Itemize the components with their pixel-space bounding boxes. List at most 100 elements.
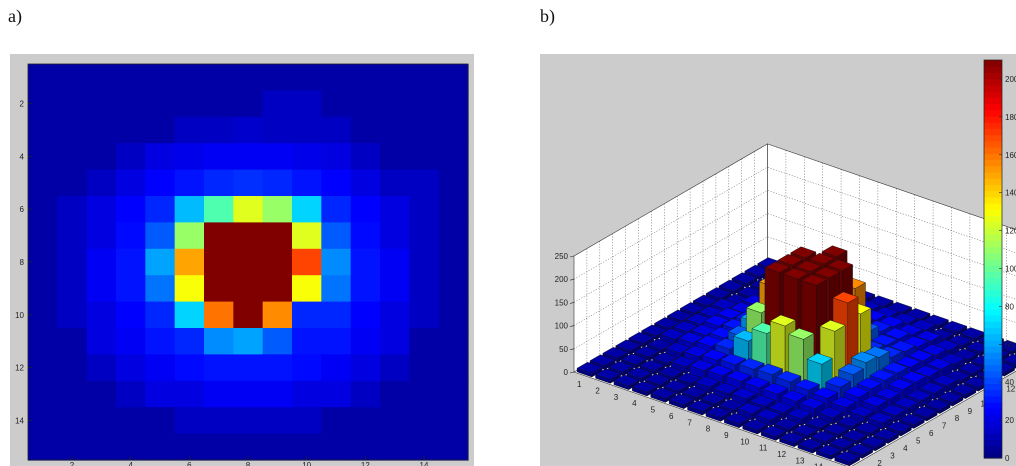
colorbar-segment bbox=[984, 327, 1002, 335]
colorbar-segment bbox=[984, 184, 1002, 192]
heatmap-x-tick-label: 12 bbox=[361, 461, 370, 466]
colorbar-segment bbox=[984, 271, 1002, 279]
heatmap-cell bbox=[262, 328, 293, 355]
heatmap-cell bbox=[28, 301, 58, 329]
colorbar-segment bbox=[984, 72, 1002, 80]
colorbar-segment bbox=[984, 451, 1002, 459]
colorbar-segment bbox=[984, 165, 1002, 173]
colorbar-segment bbox=[984, 358, 1002, 366]
heatmap-cell bbox=[57, 90, 88, 118]
heatmap-cell bbox=[28, 380, 58, 408]
colorbar-segment bbox=[984, 333, 1002, 341]
heatmap-cell bbox=[380, 433, 410, 461]
bar3d-x-tick-label: 13 bbox=[796, 456, 805, 465]
heatmap-cell bbox=[86, 275, 117, 303]
heatmap-cell bbox=[438, 328, 469, 355]
heatmap-cell bbox=[233, 90, 264, 118]
bar3d-z-tick-label: 150 bbox=[555, 298, 569, 307]
bar3d-x-tick-label: 1 bbox=[577, 380, 582, 389]
colorbar-tick-label: 160 bbox=[1005, 151, 1016, 160]
heatmap-cell bbox=[321, 222, 352, 250]
heatmap-cell bbox=[116, 380, 146, 408]
heatmap-cell bbox=[438, 169, 469, 197]
heatmap-cell bbox=[145, 169, 176, 197]
bar3d-bar bbox=[861, 395, 888, 417]
bar3d-bar bbox=[687, 400, 714, 416]
heatmap-cell bbox=[350, 354, 381, 382]
heatmap-cell bbox=[57, 222, 88, 250]
colorbar-segment bbox=[984, 171, 1002, 179]
colorbar-segment bbox=[984, 252, 1002, 260]
bar3d-bar bbox=[755, 408, 782, 427]
heatmap-cell bbox=[292, 196, 322, 223]
heatmap-cell bbox=[438, 433, 469, 461]
colorbar-segment bbox=[984, 296, 1002, 304]
colorbar-segment bbox=[984, 395, 1002, 403]
heatmap-cell bbox=[350, 328, 381, 355]
heatmap-cell bbox=[350, 380, 381, 408]
bar3d-x-tick-label: 3 bbox=[614, 393, 619, 402]
heatmap-cell bbox=[438, 301, 469, 329]
heatmap-cell bbox=[233, 407, 264, 435]
heatmap-cell bbox=[409, 90, 440, 118]
heatmap-cell bbox=[233, 380, 264, 408]
heatmap-cell bbox=[438, 248, 469, 276]
bar3d-y-tick-label: 3 bbox=[890, 452, 895, 461]
heatmap-cell bbox=[28, 64, 58, 91]
colorbar-segment bbox=[984, 196, 1002, 204]
bar3d-bar bbox=[705, 406, 732, 422]
heatmap-cell bbox=[380, 380, 410, 408]
heatmap-y-tick-label: 8 bbox=[20, 258, 25, 267]
heatmap-cell bbox=[321, 380, 352, 408]
heatmap-cell bbox=[57, 143, 88, 171]
heatmap-cell bbox=[409, 275, 440, 303]
heatmap-cell bbox=[380, 301, 410, 329]
bar3d-x-tick-label: 7 bbox=[687, 418, 692, 427]
heatmap-cell bbox=[409, 196, 440, 223]
heatmap-cell bbox=[350, 222, 381, 250]
heatmap-cell bbox=[116, 169, 146, 197]
colorbar-segment bbox=[984, 246, 1002, 254]
heatmap-cell bbox=[204, 222, 234, 250]
heatmap-cell bbox=[86, 64, 117, 91]
bar3d-z-tick bbox=[569, 371, 575, 374]
heatmap-cell bbox=[233, 169, 264, 197]
heatmap-cell bbox=[57, 354, 88, 382]
bar3d-y-tick-label: 8 bbox=[955, 414, 960, 423]
colorbar-segment bbox=[984, 159, 1002, 167]
heatmap-cell bbox=[145, 64, 176, 91]
heatmap-cell bbox=[409, 301, 440, 329]
heatmap-cell bbox=[262, 301, 293, 329]
bar3d-y-tick-label: 7 bbox=[942, 422, 947, 431]
heatmap-cell bbox=[86, 380, 117, 408]
colorbar-segment bbox=[984, 221, 1002, 229]
heatmap-cell bbox=[233, 328, 264, 355]
bar3d-bar bbox=[815, 444, 842, 460]
heatmap-cell bbox=[350, 407, 381, 435]
heatmap-cell bbox=[86, 354, 117, 382]
heatmap-cell bbox=[233, 116, 264, 144]
heatmap-cell bbox=[28, 222, 58, 250]
heatmap-cell bbox=[438, 143, 469, 171]
heatmap-cell bbox=[174, 328, 205, 355]
colorbar-segment bbox=[984, 109, 1002, 117]
colorbar-segment bbox=[984, 414, 1002, 422]
heatmap-cell bbox=[204, 354, 234, 382]
heatmap-cell bbox=[204, 143, 234, 171]
heatmap-cell bbox=[145, 196, 176, 223]
heatmap-cell bbox=[262, 196, 293, 223]
heatmap-y-tick-label: 14 bbox=[15, 416, 24, 425]
colorbar-segment bbox=[984, 308, 1002, 316]
colorbar-segment bbox=[984, 227, 1002, 235]
heatmap-cell bbox=[204, 169, 234, 197]
colorbar-segment bbox=[984, 66, 1002, 74]
colorbar: 0 20 40 60 80 100 120 140 160 180 200 bbox=[983, 59, 1016, 463]
heatmap-cell bbox=[86, 328, 117, 355]
heatmap-cell bbox=[28, 248, 58, 276]
heatmap-cell bbox=[233, 354, 264, 382]
colorbar-segment bbox=[984, 321, 1002, 329]
heatmap-cell bbox=[262, 407, 293, 435]
colorbar-segment bbox=[984, 97, 1002, 105]
heatmap-cell bbox=[145, 433, 176, 461]
heatmap-cell bbox=[145, 143, 176, 171]
